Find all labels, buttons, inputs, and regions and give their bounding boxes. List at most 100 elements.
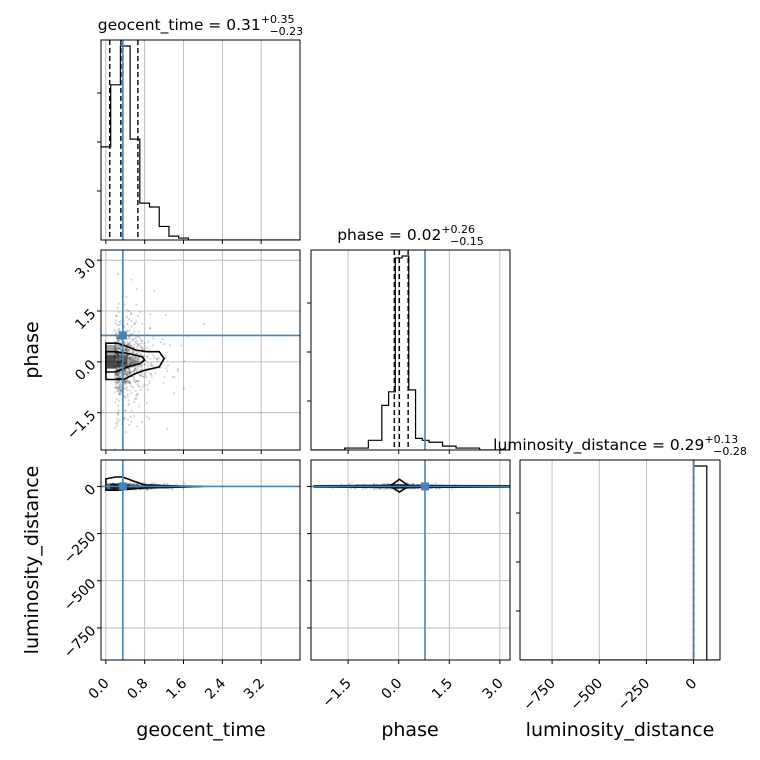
- sample-point: [114, 343, 117, 346]
- sample-point: [133, 322, 136, 325]
- sample-point: [116, 357, 119, 360]
- sample-point: [146, 346, 149, 349]
- sample-point: [135, 483, 138, 486]
- sample-point: [152, 353, 155, 356]
- title-minus: −0.15: [450, 235, 484, 248]
- truth-marker: [118, 331, 127, 340]
- sample-point: [136, 380, 139, 383]
- sample-point: [116, 374, 119, 377]
- sample-point: [113, 373, 117, 376]
- sample-point: [127, 483, 130, 486]
- sample-point: [125, 357, 128, 360]
- sample-point: [116, 359, 120, 362]
- y-axis-label-luminosity_distance: luminosity_distance: [21, 466, 43, 655]
- sample-point: [150, 364, 153, 367]
- sample-point: [119, 391, 122, 394]
- sample-point: [133, 366, 137, 369]
- sample-point: [116, 335, 120, 338]
- sample-point: [114, 345, 117, 348]
- hist-content: [101, 40, 300, 240]
- sample-point: [119, 347, 122, 351]
- sample-point: [124, 381, 127, 384]
- sample-point: [116, 360, 119, 363]
- sample-point: [118, 357, 121, 361]
- x-tick-label: 1.5: [429, 676, 456, 703]
- sample-point: [116, 373, 119, 376]
- scatter-panel-luminosity_distance-vs-geocent_time: [100, 459, 301, 661]
- sample-point: [135, 336, 138, 339]
- sample-point: [143, 341, 146, 345]
- sample-point: [128, 363, 131, 366]
- sample-point: [126, 354, 129, 357]
- sample-point: [123, 369, 126, 372]
- sample-point: [135, 339, 139, 343]
- sample-point: [118, 385, 121, 388]
- sample-point: [127, 399, 130, 402]
- sample-point: [118, 347, 121, 350]
- sample-point: [118, 361, 121, 364]
- sample-point: [124, 349, 127, 352]
- y-tick-label: 3.0: [72, 255, 99, 282]
- sample-point: [123, 356, 126, 359]
- sample-point: [137, 364, 140, 368]
- sample-point: [119, 388, 122, 392]
- sample-point: [140, 365, 143, 368]
- sample-point: [118, 360, 121, 363]
- sample-point: [117, 365, 121, 368]
- sample-point: [153, 356, 156, 360]
- sample-point: [118, 419, 121, 422]
- sample-point: [113, 375, 116, 378]
- sample-point: [141, 420, 144, 423]
- sample-point: [133, 330, 136, 333]
- sample-point: [125, 356, 128, 359]
- sample-point: [119, 352, 122, 356]
- sample-point: [129, 358, 132, 361]
- sample-point: [126, 341, 129, 344]
- sample-point: [117, 411, 120, 414]
- sample-point: [385, 482, 388, 485]
- sample-point: [151, 482, 154, 485]
- sample-point: [130, 312, 133, 315]
- sample-point: [137, 405, 141, 408]
- sample-point: [126, 329, 129, 332]
- sample-point: [138, 350, 141, 354]
- sample-point: [131, 338, 134, 341]
- density-cell: [106, 355, 116, 369]
- sample-point: [125, 315, 129, 318]
- sample-point: [139, 363, 143, 367]
- sample-point: [409, 482, 413, 486]
- sample-point: [140, 363, 143, 366]
- sample-point: [125, 379, 129, 382]
- sample-point: [115, 365, 119, 368]
- sample-point: [119, 389, 123, 392]
- sample-point: [133, 397, 136, 400]
- sample-point: [116, 374, 119, 377]
- sample-point: [123, 368, 126, 372]
- sample-point: [124, 451, 126, 453]
- sample-point: [126, 348, 130, 351]
- sample-point: [133, 360, 137, 363]
- axes-frame: [100, 39, 301, 241]
- sample-point: [126, 381, 129, 384]
- sample-point: [134, 356, 137, 360]
- hist-panel-luminosity_distance: −750 −500 −250 0: [516, 459, 721, 714]
- sample-point: [117, 339, 121, 342]
- sample-point: [143, 363, 146, 366]
- title-main: phase = 0.02: [337, 226, 441, 244]
- sample-point: [451, 488, 454, 491]
- sample-point: [164, 354, 167, 358]
- sample-point: [114, 422, 117, 425]
- sample-point: [203, 322, 206, 326]
- sample-point: [125, 379, 128, 382]
- sample-point: [142, 481, 145, 484]
- sample-point: [131, 482, 134, 485]
- sample-point: [124, 346, 128, 349]
- hist-bar: [694, 466, 707, 660]
- sample-point: [124, 381, 127, 384]
- sample-point: [139, 352, 142, 355]
- sample-point: [385, 487, 388, 491]
- sample-point: [136, 343, 139, 346]
- sample-point: [136, 365, 139, 368]
- sample-point: [124, 349, 128, 352]
- sample-point: [123, 382, 126, 385]
